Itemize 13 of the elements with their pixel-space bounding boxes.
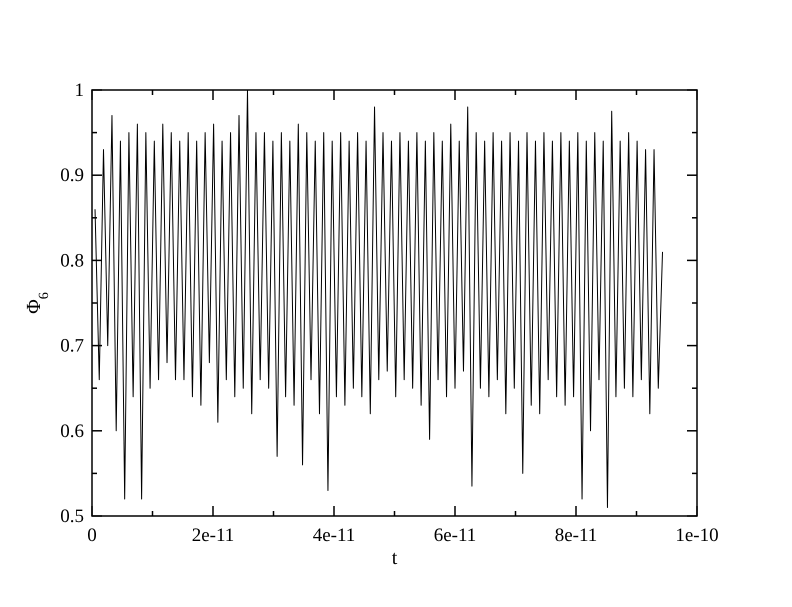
x-tick-label: 6e-11 (434, 525, 476, 546)
y-tick-label: 0.8 (60, 250, 84, 272)
y-tick-label: 1 (74, 80, 84, 101)
x-tick-label: 4e-11 (312, 525, 356, 546)
x-tick-label: 0 (87, 525, 97, 546)
y-tick-label: 0.7 (60, 336, 84, 357)
x-tick-label: 8e-11 (554, 525, 598, 546)
y-tick-label: 0.9 (60, 165, 84, 186)
x-axis-title: t (392, 547, 398, 569)
x-tick-label: 2e-11 (192, 525, 234, 546)
x-tick-label: 1e-10 (675, 525, 719, 546)
y-tick-label: 0.5 (60, 506, 84, 527)
y-tick-label: 0.6 (60, 420, 84, 442)
